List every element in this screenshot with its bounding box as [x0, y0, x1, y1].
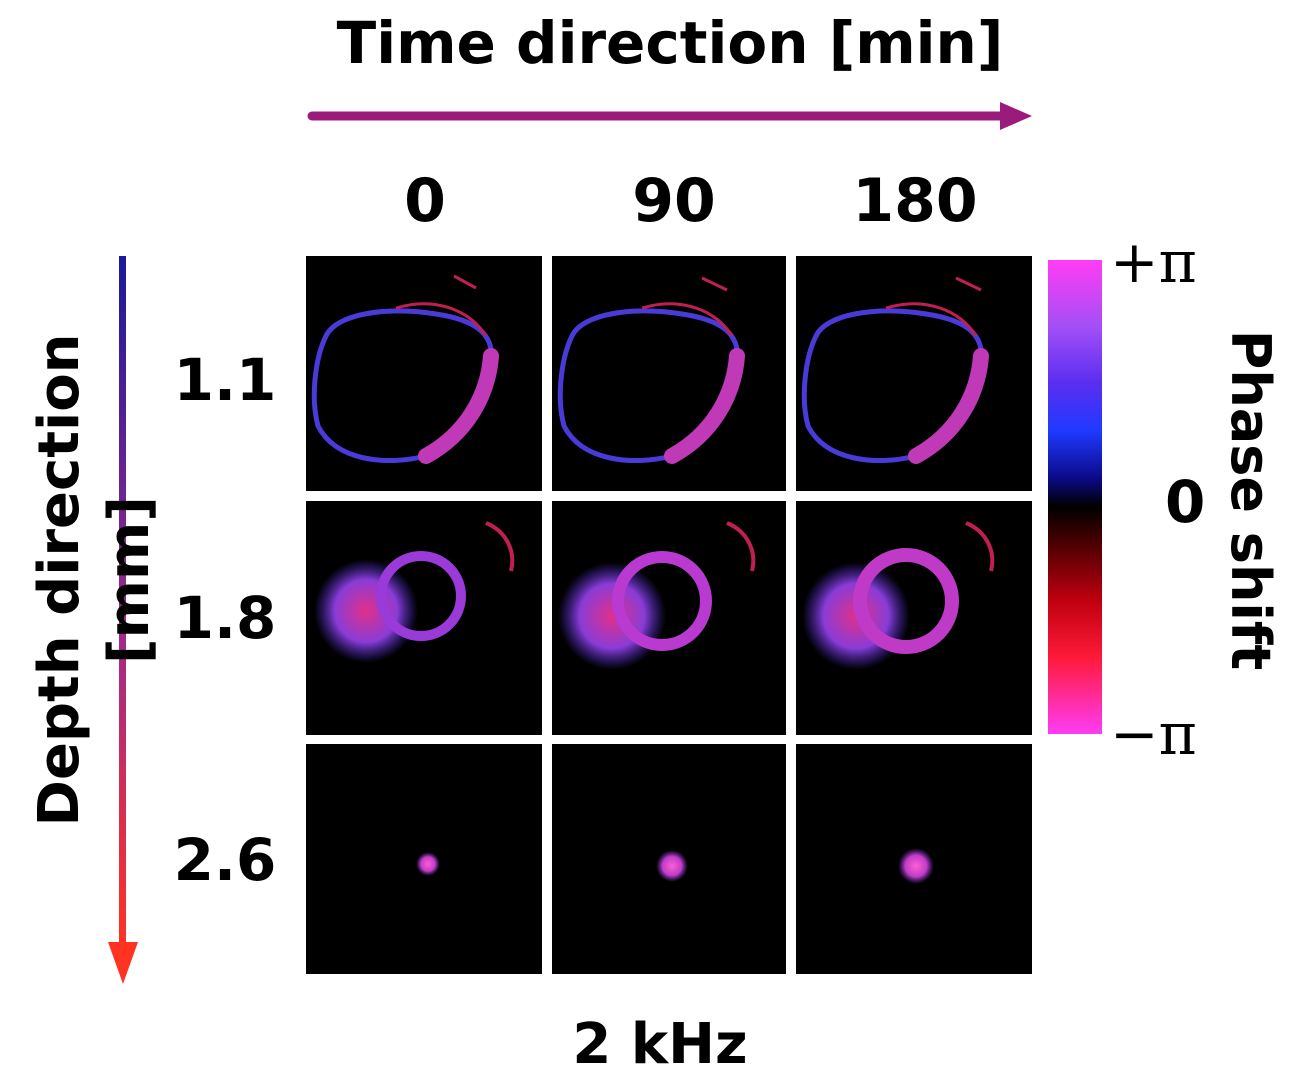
panel-depth-1-1-time-90 [552, 256, 786, 491]
panel-depth-2-6-time-90 [552, 744, 786, 974]
phase-image-grid [306, 256, 1032, 974]
time-axis-title: Time direction [min] [336, 9, 1004, 77]
time-label-90: 90 [632, 166, 716, 236]
colorbar-top-label: +π [1110, 228, 1197, 296]
panel-depth-2-6-time-180 [796, 744, 1032, 974]
time-label-0: 0 [404, 166, 446, 236]
panel-depth-2-6-time-0 [306, 744, 542, 974]
frequency-label: 2 kHz [572, 1012, 748, 1077]
colorbar-bottom-label: −π [1110, 700, 1197, 768]
panel-depth-1-8-time-0 [306, 501, 542, 735]
depth-label-2-6: 2.6 [173, 826, 277, 894]
panel-depth-1-1-time-0 [306, 256, 542, 491]
time-label-180: 180 [852, 166, 978, 236]
panel-depth-1-8-time-90 [552, 501, 786, 735]
time-arrow [307, 102, 1032, 130]
colorbar-title: Phase shift [1219, 329, 1282, 671]
panel-depth-1-1-time-180 [796, 256, 1032, 491]
depth-label-1-1: 1.1 [173, 346, 277, 414]
depth-axis-title: Depth direction [mm] [27, 333, 162, 827]
depth-arrow [108, 256, 138, 984]
panel-depth-1-8-time-180 [796, 501, 1032, 735]
colorbar-mid-label: 0 [1165, 468, 1206, 536]
phase-colorbar [1048, 260, 1102, 734]
depth-label-1-8: 1.8 [173, 584, 277, 652]
